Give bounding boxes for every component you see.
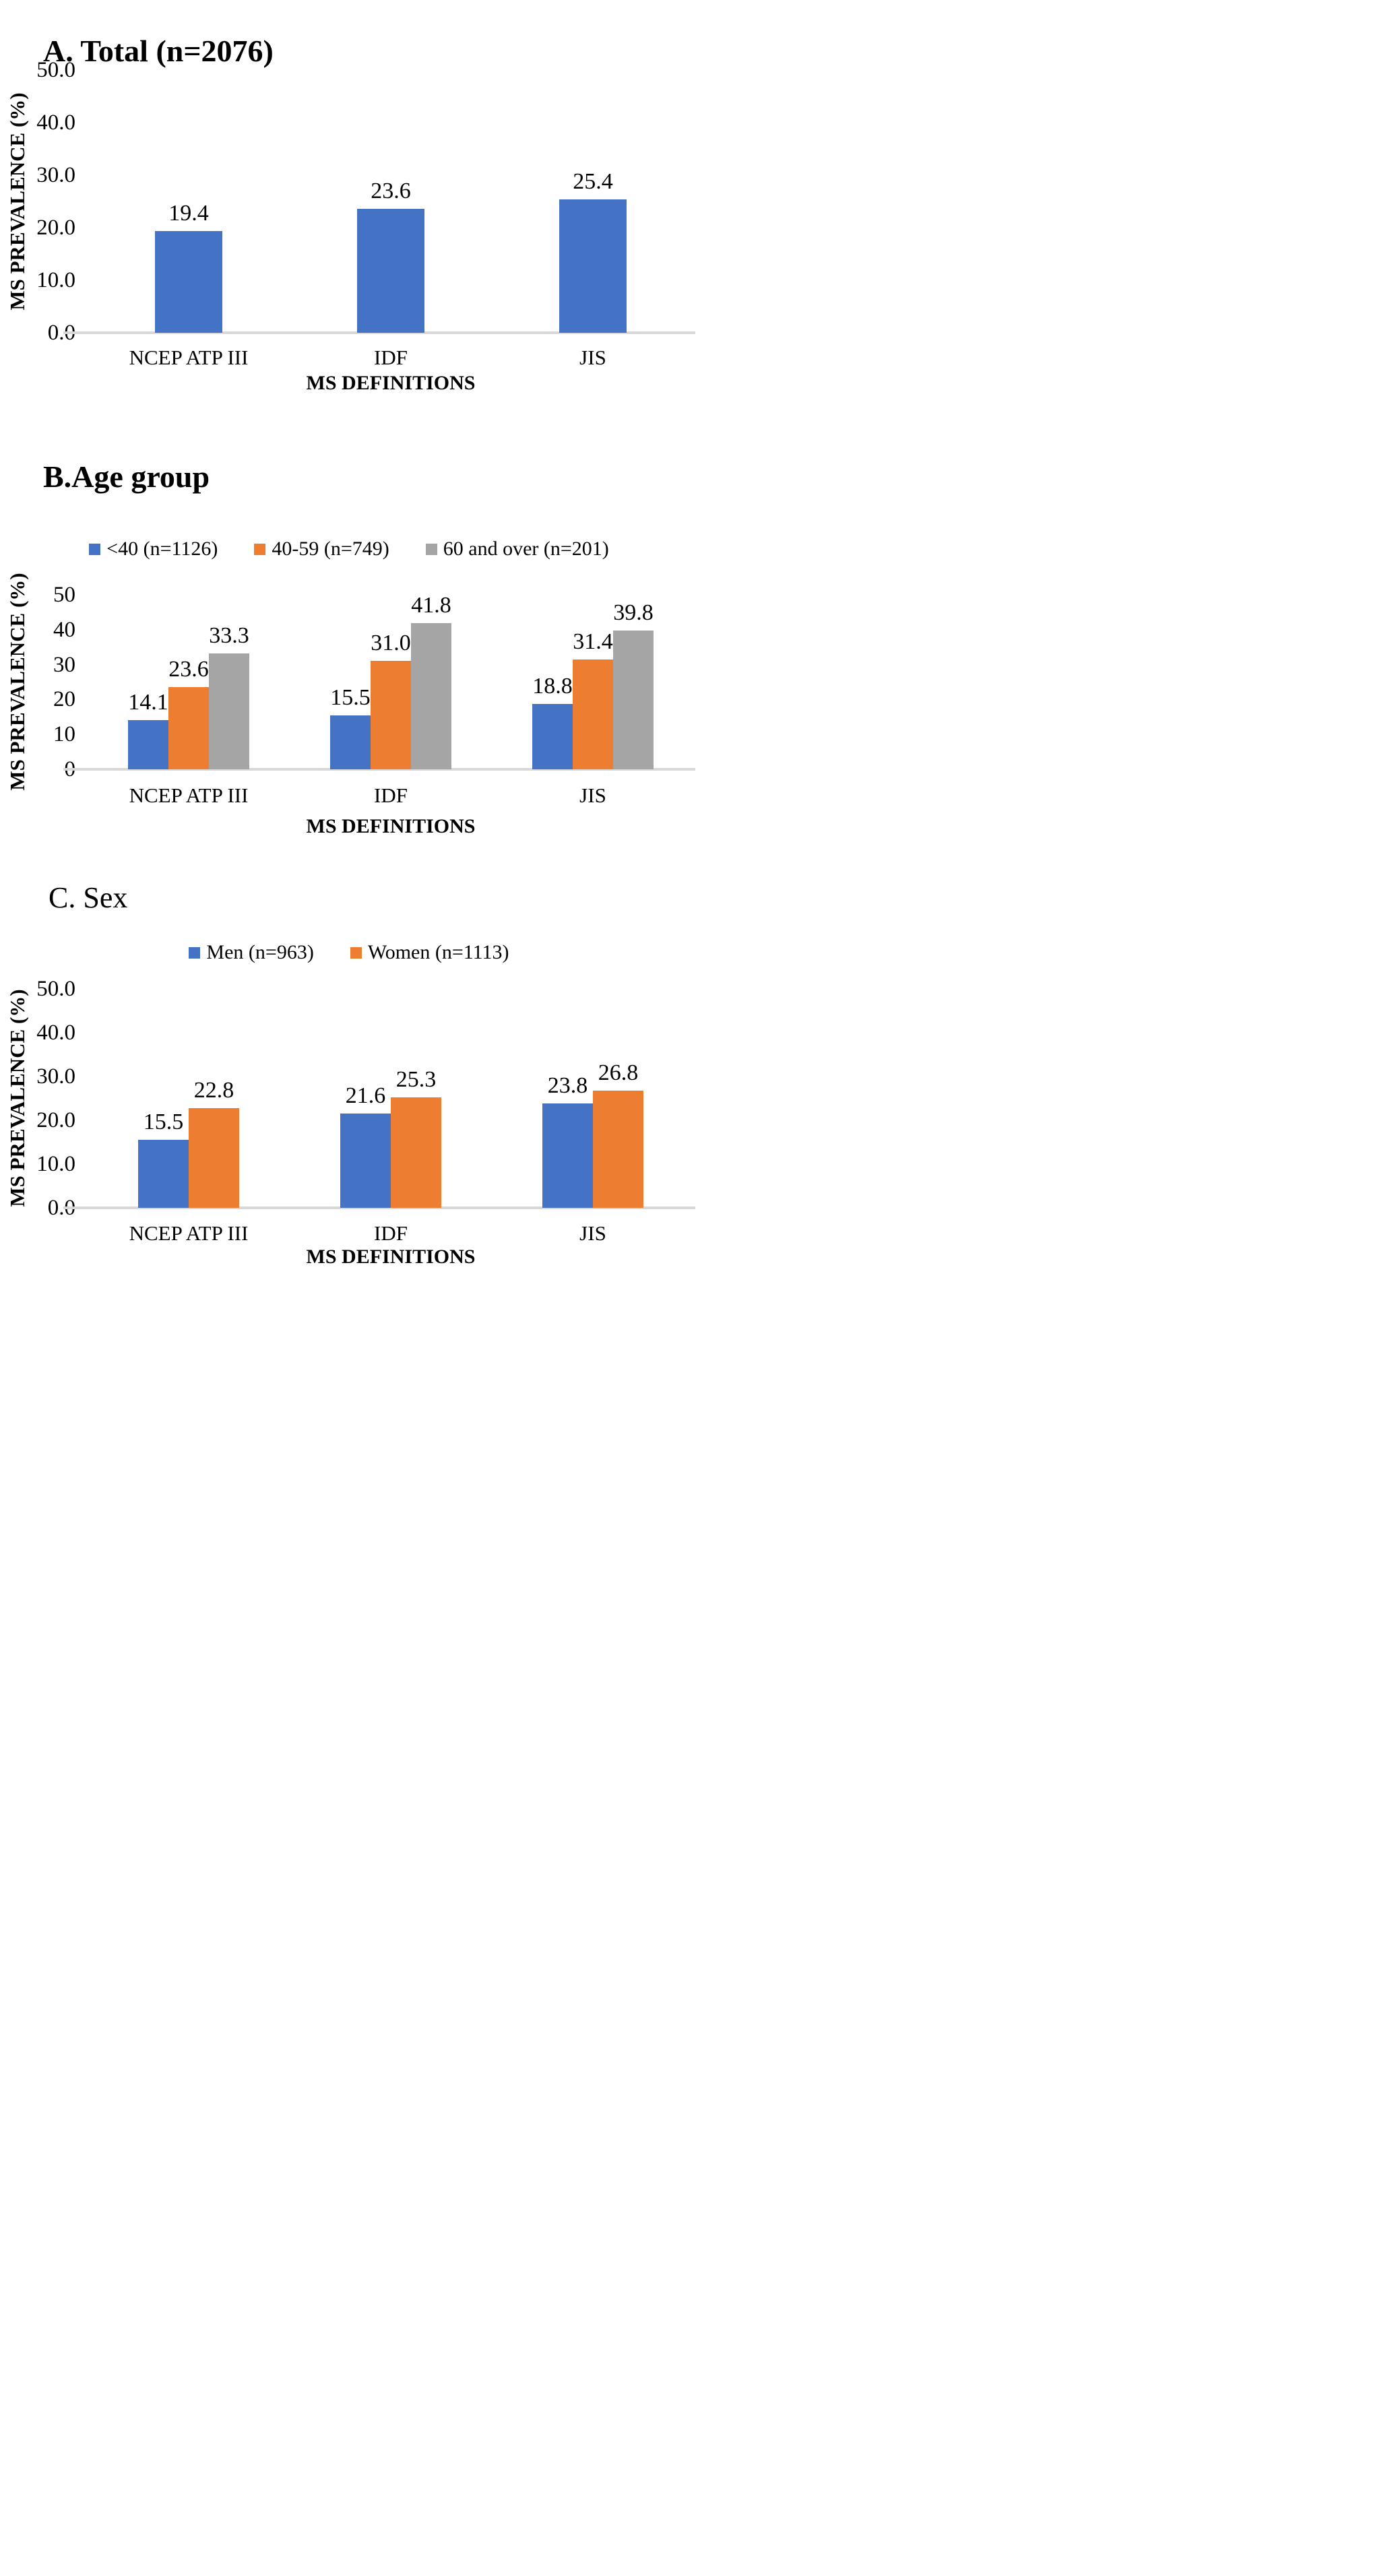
bar <box>559 199 627 333</box>
y-tick-label: 30.0 <box>36 163 75 187</box>
ms-prevalence-figure: A. Total (n=2076) MS PREVALENCE (%) 0.0 1… <box>0 0 698 1288</box>
bar-value-label: 18.8 <box>532 673 573 699</box>
bar <box>411 623 451 769</box>
bar-value-label: 31.4 <box>573 629 613 655</box>
legend-item: <40 (n=1126) <box>89 538 218 560</box>
panel-b-legend: <40 (n=1126) 40-59 (n=749) 60 and over (n=… <box>0 538 698 560</box>
bar-value-label: 25.3 <box>395 1066 437 1092</box>
y-tick-label: 10 <box>53 722 75 747</box>
x-category-label: JIS <box>579 1221 606 1245</box>
x-axis-line <box>63 331 695 334</box>
x-axis-line <box>63 1206 695 1209</box>
bar-value-label: 31.0 <box>371 631 411 656</box>
bar <box>357 208 424 333</box>
bar-value-label: 15.5 <box>330 684 371 710</box>
panel-c-x-axis-title: MS DEFINITIONS <box>306 1246 476 1268</box>
bar <box>542 1103 593 1208</box>
panel-c-legend: Men (n=963) Women (n=1113) <box>0 941 698 964</box>
bar <box>189 1107 239 1208</box>
y-tick-label: 10.0 <box>36 1152 75 1176</box>
legend-label: <40 (n=1126) <box>106 538 218 560</box>
x-category-label: IDF <box>374 346 408 369</box>
y-tick-label: 20.0 <box>36 1108 75 1132</box>
legend-swatch <box>254 543 266 555</box>
x-category-label: IDF <box>374 783 408 807</box>
x-axis-line <box>63 768 695 771</box>
legend-swatch <box>189 946 201 959</box>
bar <box>128 719 168 769</box>
x-category-label: NCEP ATP III <box>129 1221 249 1245</box>
y-tick-label: 30.0 <box>36 1064 75 1089</box>
y-tick-label: 20.0 <box>36 216 75 240</box>
y-tick-label: 50.0 <box>36 58 75 82</box>
panel-b-x-axis-title: MS DEFINITIONS <box>306 815 476 837</box>
bar-value-label: 39.8 <box>613 600 654 625</box>
bar-value-label: 14.1 <box>128 689 168 715</box>
bar <box>573 659 613 769</box>
bar-value-label: 33.3 <box>209 622 249 648</box>
y-tick-label: 40.0 <box>36 1021 75 1045</box>
legend-swatch <box>89 543 101 555</box>
legend-label: Women (n=1113) <box>367 941 509 963</box>
bar-value-label: 41.8 <box>411 593 451 618</box>
legend-label: 60 and over (n=201) <box>443 538 609 560</box>
panel-a-y-axis-title: MS PREVALENCE (%) <box>5 92 29 311</box>
y-tick-label: 20 <box>53 687 75 712</box>
y-tick-label: 10.0 <box>36 268 75 292</box>
bar <box>209 653 249 769</box>
bar-value-label: 15.5 <box>143 1109 184 1135</box>
x-category-label: NCEP ATP III <box>129 346 249 369</box>
legend-item: Men (n=963) <box>189 941 314 964</box>
bar <box>532 703 573 769</box>
bar-value-label: 22.8 <box>193 1077 234 1103</box>
legend-label: Men (n=963) <box>206 941 314 963</box>
bar <box>340 1113 391 1208</box>
y-tick-label: 30 <box>53 652 75 677</box>
legend-swatch <box>425 543 437 555</box>
bar-value-label: 19.4 <box>168 200 209 226</box>
y-tick-label: 50 <box>53 583 75 607</box>
y-tick-label: 50.0 <box>36 977 75 1001</box>
bar-value-label: 23.6 <box>371 178 411 203</box>
legend-label: 40-59 (n=749) <box>272 538 389 560</box>
panel-c-title: C. Sex <box>49 881 128 914</box>
bar-value-label: 25.4 <box>573 168 613 194</box>
bar <box>155 230 222 333</box>
bar <box>330 715 371 769</box>
x-category-label: NCEP ATP III <box>129 783 249 807</box>
x-category-label: IDF <box>374 1221 408 1245</box>
bar <box>391 1097 441 1208</box>
y-tick-label: 40 <box>53 617 75 642</box>
bar <box>593 1090 643 1208</box>
bar <box>371 661 411 769</box>
y-tick-label: 40.0 <box>36 110 75 135</box>
bar-value-label: 21.6 <box>345 1083 386 1108</box>
bar <box>168 686 209 769</box>
legend-item: Women (n=1113) <box>350 941 509 964</box>
panel-a-x-axis-title: MS DEFINITIONS <box>306 372 476 394</box>
legend-item: 40-59 (n=749) <box>254 538 389 560</box>
bar <box>138 1140 189 1208</box>
x-category-label: JIS <box>579 783 606 807</box>
bar-value-label: 23.8 <box>547 1073 588 1099</box>
panel-a-title: A. Total (n=2076) <box>43 34 274 68</box>
bar <box>613 630 654 769</box>
x-category-label: JIS <box>579 346 606 369</box>
bar-value-label: 23.6 <box>168 656 209 682</box>
panel-b-title: B.Age group <box>43 459 210 494</box>
legend-item: 60 and over (n=201) <box>425 538 609 560</box>
legend-swatch <box>350 946 362 959</box>
bar-value-label: 26.8 <box>598 1060 639 1085</box>
